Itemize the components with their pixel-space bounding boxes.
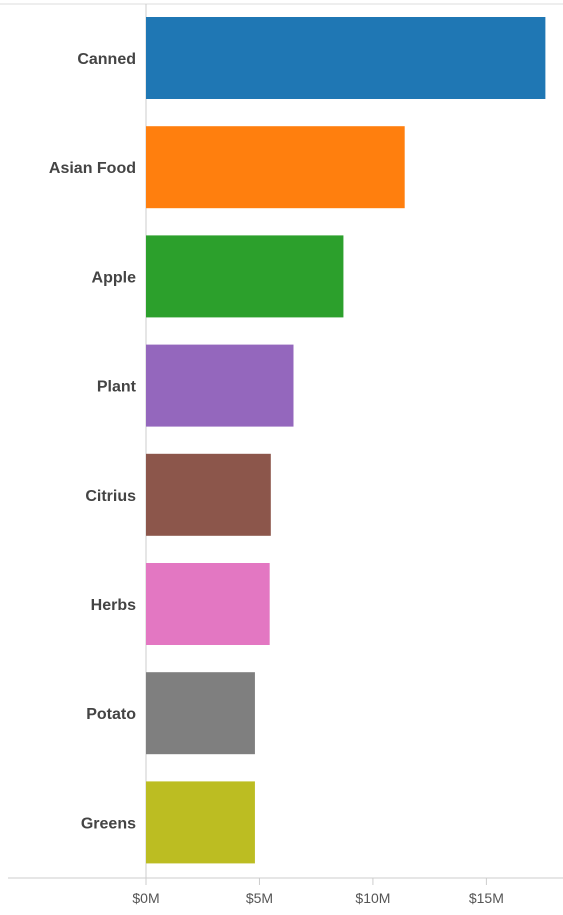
category-labels-group: Canned Asian Food Apple Plant Citrius Herbs Po…: [49, 51, 137, 832]
bar-herbs[interactable]: [146, 563, 270, 645]
bar-asian-food[interactable]: [146, 126, 405, 208]
x-tick-label: $5M: [246, 890, 273, 906]
bars-group: [146, 17, 545, 863]
category-label-potato: Potato: [86, 706, 136, 723]
bar-greens[interactable]: [146, 781, 255, 863]
x-tick-label: $10M: [355, 890, 390, 906]
x-tick-label: $0M: [132, 890, 159, 906]
category-label-herbs: Herbs: [91, 597, 136, 614]
category-label-asian-food: Asian Food: [49, 160, 136, 177]
bar-canned[interactable]: [146, 17, 545, 99]
category-label-canned: Canned: [77, 51, 136, 68]
category-label-plant: Plant: [97, 379, 137, 396]
x-axis-ticks-group: $0M $5M $10M $15M: [132, 878, 504, 906]
bar-plant[interactable]: [146, 345, 294, 427]
bar-apple[interactable]: [146, 235, 343, 317]
category-label-citrius: Citrius: [85, 488, 136, 505]
category-label-greens: Greens: [81, 815, 136, 832]
bar-citrius[interactable]: [146, 454, 271, 536]
bar-potato[interactable]: [146, 672, 255, 754]
category-label-apple: Apple: [92, 269, 137, 286]
x-tick-label: $15M: [469, 890, 504, 906]
